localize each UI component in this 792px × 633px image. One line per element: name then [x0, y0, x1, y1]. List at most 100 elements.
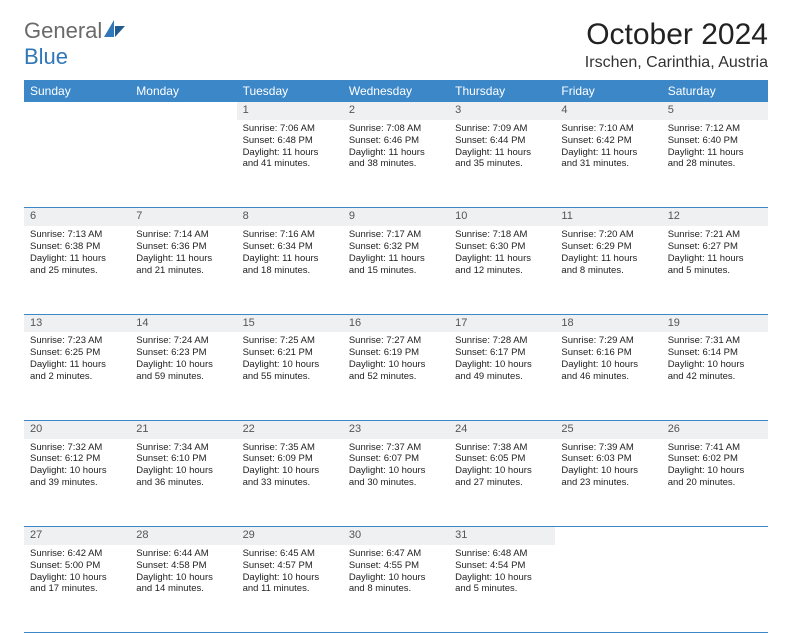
daylight-text: Daylight: 10 hours and 23 minutes.	[561, 465, 655, 489]
sunrise-text: Sunrise: 7:24 AM	[136, 335, 230, 347]
daylight-text: Daylight: 11 hours and 8 minutes.	[561, 253, 655, 277]
sunrise-text: Sunrise: 7:31 AM	[668, 335, 762, 347]
sunrise-text: Sunrise: 7:32 AM	[30, 442, 124, 454]
sunset-text: Sunset: 6:48 PM	[243, 135, 337, 147]
month-title: October 2024	[585, 18, 768, 52]
weekday-header: Thursday	[449, 80, 555, 102]
sunrise-text: Sunrise: 7:18 AM	[455, 229, 549, 241]
day-cell: Sunrise: 7:32 AMSunset: 6:12 PMDaylight:…	[24, 439, 130, 527]
day-number-cell: 4	[555, 102, 661, 120]
sunrise-text: Sunrise: 7:23 AM	[30, 335, 124, 347]
day-number-cell: 30	[343, 527, 449, 545]
day-cell: Sunrise: 6:42 AMSunset: 5:00 PMDaylight:…	[24, 545, 130, 633]
sunset-text: Sunset: 6:32 PM	[349, 241, 443, 253]
sunset-text: Sunset: 6:44 PM	[455, 135, 549, 147]
day-number-cell	[24, 102, 130, 120]
logo: General Blue	[24, 18, 126, 70]
day-number-row: 2728293031	[24, 527, 768, 545]
day-number-cell: 14	[130, 314, 236, 332]
day-number-cell: 26	[662, 420, 768, 438]
sunset-text: Sunset: 6:30 PM	[455, 241, 549, 253]
day-cell: Sunrise: 6:45 AMSunset: 4:57 PMDaylight:…	[237, 545, 343, 633]
day-number-cell: 24	[449, 420, 555, 438]
sunset-text: Sunset: 6:14 PM	[668, 347, 762, 359]
day-number-cell: 23	[343, 420, 449, 438]
weekday-header: Friday	[555, 80, 661, 102]
daylight-text: Daylight: 10 hours and 20 minutes.	[668, 465, 762, 489]
daylight-text: Daylight: 10 hours and 46 minutes.	[561, 359, 655, 383]
sunset-text: Sunset: 6:23 PM	[136, 347, 230, 359]
day-cell: Sunrise: 7:06 AMSunset: 6:48 PMDaylight:…	[237, 120, 343, 208]
sunset-text: Sunset: 6:05 PM	[455, 453, 549, 465]
day-cell	[24, 120, 130, 208]
sunrise-text: Sunrise: 7:17 AM	[349, 229, 443, 241]
day-cell: Sunrise: 7:39 AMSunset: 6:03 PMDaylight:…	[555, 439, 661, 527]
day-cell: Sunrise: 7:24 AMSunset: 6:23 PMDaylight:…	[130, 332, 236, 420]
day-number-cell	[130, 102, 236, 120]
day-cell: Sunrise: 7:29 AMSunset: 6:16 PMDaylight:…	[555, 332, 661, 420]
daylight-text: Daylight: 10 hours and 27 minutes.	[455, 465, 549, 489]
sunset-text: Sunset: 6:46 PM	[349, 135, 443, 147]
sunset-text: Sunset: 4:58 PM	[136, 560, 230, 572]
sunrise-text: Sunrise: 7:10 AM	[561, 123, 655, 135]
sunrise-text: Sunrise: 7:12 AM	[668, 123, 762, 135]
day-body-row: Sunrise: 7:23 AMSunset: 6:25 PMDaylight:…	[24, 332, 768, 420]
daylight-text: Daylight: 11 hours and 35 minutes.	[455, 147, 549, 171]
sunrise-text: Sunrise: 7:13 AM	[30, 229, 124, 241]
daylight-text: Daylight: 10 hours and 30 minutes.	[349, 465, 443, 489]
day-body-row: Sunrise: 7:06 AMSunset: 6:48 PM Daylight:…	[24, 120, 768, 208]
header: General Blue October 2024 Irschen, Carin…	[24, 18, 768, 72]
day-number-cell: 28	[130, 527, 236, 545]
calendar-table: SundayMondayTuesdayWednesdayThursdayFrid…	[24, 80, 768, 633]
sunrise-text: Sunrise: 7:29 AM	[561, 335, 655, 347]
daylight-text: Daylight: 10 hours and 17 minutes.	[30, 572, 124, 596]
daylight-text: Daylight: 11 hours and 12 minutes.	[455, 253, 549, 277]
sunrise-text: Sunrise: 7:28 AM	[455, 335, 549, 347]
sunrise-text: Sunrise: 7:39 AM	[561, 442, 655, 454]
day-number-cell: 21	[130, 420, 236, 438]
day-number-cell: 1	[237, 102, 343, 120]
title-block: October 2024 Irschen, Carinthia, Austria	[585, 18, 768, 72]
sunset-text: Sunset: 4:57 PM	[243, 560, 337, 572]
day-cell: Sunrise: 7:14 AMSunset: 6:36 PMDaylight:…	[130, 226, 236, 314]
sunset-text: Sunset: 6:17 PM	[455, 347, 549, 359]
daylight-text: Daylight: 10 hours and 42 minutes.	[668, 359, 762, 383]
weekday-header: Tuesday	[237, 80, 343, 102]
sunrise-text: Sunrise: 7:25 AM	[243, 335, 337, 347]
day-cell: Sunrise: 6:48 AMSunset: 4:54 PMDaylight:…	[449, 545, 555, 633]
sunset-text: Sunset: 4:55 PM	[349, 560, 443, 572]
day-cell: Sunrise: 7:21 AMSunset: 6:27 PMDaylight:…	[662, 226, 768, 314]
weekday-header: Saturday	[662, 80, 768, 102]
day-cell: Sunrise: 7:37 AMSunset: 6:07 PMDaylight:…	[343, 439, 449, 527]
day-number-cell: 31	[449, 527, 555, 545]
sunset-text: Sunset: 6:19 PM	[349, 347, 443, 359]
day-cell: Sunrise: 7:23 AMSunset: 6:25 PMDaylight:…	[24, 332, 130, 420]
day-number-cell: 7	[130, 208, 236, 226]
day-number-cell: 19	[662, 314, 768, 332]
daylight-text: Daylight: 11 hours and 25 minutes.	[30, 253, 124, 277]
day-cell: Sunrise: 7:08 AMSunset: 6:46 PMDaylight:…	[343, 120, 449, 208]
day-body-row: Sunrise: 7:32 AMSunset: 6:12 PMDaylight:…	[24, 439, 768, 527]
day-number-cell: 27	[24, 527, 130, 545]
sunrise-text: Sunrise: 7:14 AM	[136, 229, 230, 241]
day-number-cell	[555, 527, 661, 545]
day-number-cell: 9	[343, 208, 449, 226]
day-number-row: 20212223242526	[24, 420, 768, 438]
logo-sail-icon	[104, 18, 126, 44]
sunset-text: Sunset: 6:42 PM	[561, 135, 655, 147]
day-number-cell	[662, 527, 768, 545]
day-cell: Sunrise: 7:16 AMSunset: 6:34 PMDaylight:…	[237, 226, 343, 314]
day-number-cell: 15	[237, 314, 343, 332]
sunrise-text: Sunrise: 7:20 AM	[561, 229, 655, 241]
day-cell: Sunrise: 7:17 AMSunset: 6:32 PMDaylight:…	[343, 226, 449, 314]
sunset-text: Sunset: 5:00 PM	[30, 560, 124, 572]
sunrise-text: Sunrise: 6:48 AM	[455, 548, 549, 560]
day-cell	[555, 545, 661, 633]
day-number-cell: 11	[555, 208, 661, 226]
sunset-text: Sunset: 6:16 PM	[561, 347, 655, 359]
sunrise-text: Sunrise: 7:09 AM	[455, 123, 549, 135]
sunrise-text: Sunrise: 7:06 AM	[243, 123, 337, 135]
day-number-cell: 17	[449, 314, 555, 332]
daylight-text: Daylight: 10 hours and 11 minutes.	[243, 572, 337, 596]
daylight-text: Daylight: 10 hours and 8 minutes.	[349, 572, 443, 596]
